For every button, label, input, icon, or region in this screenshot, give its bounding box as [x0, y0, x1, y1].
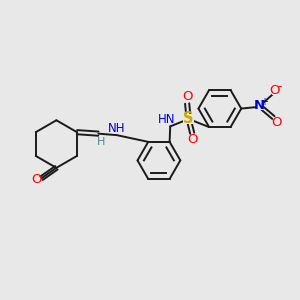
FancyBboxPatch shape	[188, 136, 196, 144]
FancyBboxPatch shape	[160, 116, 173, 124]
Text: O: O	[270, 84, 280, 97]
Text: +: +	[260, 97, 268, 107]
FancyBboxPatch shape	[111, 124, 123, 133]
FancyBboxPatch shape	[183, 114, 194, 124]
Text: NH: NH	[108, 122, 125, 135]
Text: O: O	[31, 173, 41, 186]
Text: O: O	[187, 133, 197, 146]
FancyBboxPatch shape	[256, 102, 264, 110]
FancyBboxPatch shape	[273, 118, 281, 126]
Text: S: S	[183, 112, 194, 127]
Text: H: H	[97, 137, 105, 147]
Text: HN: HN	[158, 113, 176, 126]
FancyBboxPatch shape	[183, 93, 191, 101]
Text: O: O	[182, 91, 192, 103]
Text: O: O	[272, 116, 282, 129]
FancyBboxPatch shape	[272, 86, 280, 94]
Text: N: N	[254, 99, 265, 112]
Text: -: -	[278, 80, 282, 93]
